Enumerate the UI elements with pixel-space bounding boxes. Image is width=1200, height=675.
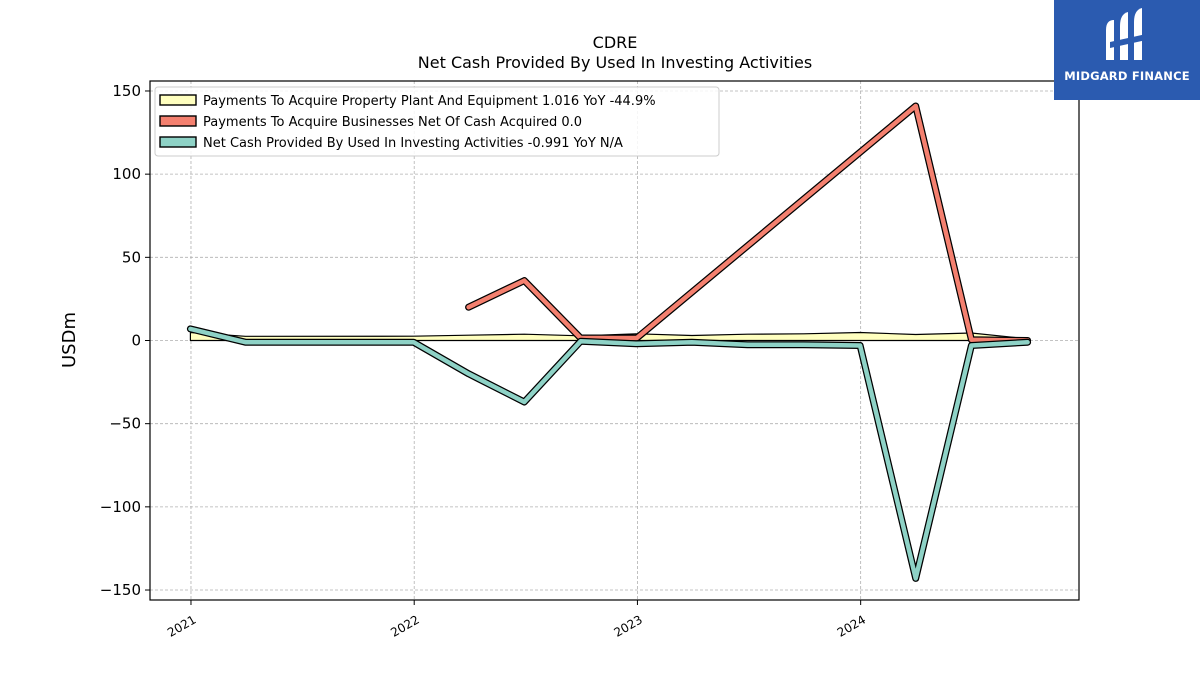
legend-swatch bbox=[159, 136, 197, 148]
series-line-acquisitions bbox=[466, 103, 1030, 343]
x-tick-label: 2021 bbox=[165, 612, 198, 639]
y-tick-label: 50 bbox=[122, 248, 141, 266]
y-tick-label: −100 bbox=[100, 498, 141, 516]
legend-entry-label: Net Cash Provided By Used In Investing A… bbox=[203, 136, 623, 151]
y-tick-label: 0 bbox=[131, 332, 141, 350]
series-lines-group bbox=[186, 102, 1032, 582]
midgard-logo-icon bbox=[1106, 8, 1146, 60]
y-tick-label: −50 bbox=[109, 415, 141, 433]
legend-entry-label: Payments To Acquire Property Plant And E… bbox=[203, 94, 656, 109]
legend-entry-label: Payments To Acquire Businesses Net Of Ca… bbox=[203, 115, 582, 130]
x-axis: 2021 2022 2023 2024 bbox=[165, 600, 868, 640]
legend-swatch bbox=[159, 115, 197, 127]
chart-title: CDRE bbox=[593, 33, 638, 52]
x-tick-label: 2022 bbox=[388, 612, 421, 639]
y-tick-label: 100 bbox=[112, 165, 141, 183]
brand-logo: MIDGARD FINANCE bbox=[1054, 0, 1200, 100]
chart-subtitle: Net Cash Provided By Used In Investing A… bbox=[418, 53, 812, 72]
series-line-net-investing bbox=[188, 326, 1030, 581]
legend-box bbox=[154, 86, 720, 157]
x-tick-label: 2023 bbox=[611, 612, 644, 639]
series-line-net-investing-outline bbox=[186, 325, 1032, 582]
y-tick-label: 150 bbox=[112, 82, 141, 100]
grid bbox=[150, 81, 1079, 600]
y-axis: 150 100 50 0 −50 −100 −150 bbox=[100, 82, 150, 599]
y-tick-label: −150 bbox=[100, 581, 141, 599]
legend: Payments To Acquire Property Plant And E… bbox=[154, 86, 720, 157]
x-tick-label: 2024 bbox=[835, 612, 868, 639]
y-axis-label: USDm bbox=[59, 312, 80, 368]
brand-name: MIDGARD FINANCE bbox=[1064, 69, 1190, 83]
legend-swatch bbox=[159, 94, 197, 106]
